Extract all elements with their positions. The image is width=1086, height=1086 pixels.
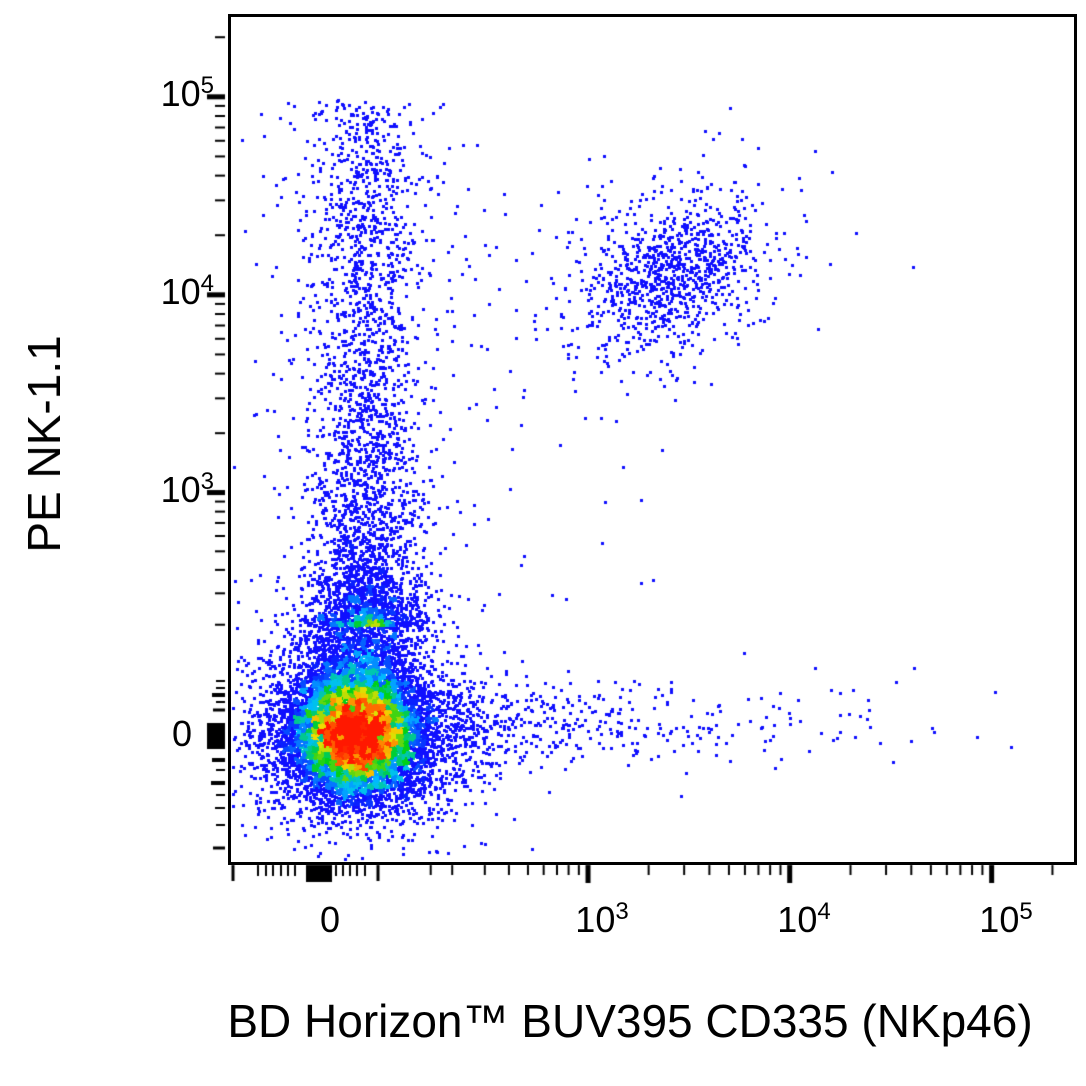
y-tick-label-0: 0	[171, 713, 192, 755]
y-tick-label-1e5: 105	[160, 72, 214, 115]
x-tick-label-0: 0	[319, 899, 341, 940]
x-tick-label-1e5: 105	[979, 898, 1033, 940]
y-tick-label-1e4: 104	[160, 270, 214, 313]
x-tick-label-1e4: 104	[777, 898, 831, 940]
x-axis-title: BD Horizon™ BUV395 CD335 (NKp46)	[227, 995, 1033, 1047]
y-tick-label-1e3: 103	[160, 468, 214, 511]
y-axis-title: PE NK-1.1	[18, 335, 70, 553]
x-tick-label-1e3: 103	[575, 898, 629, 940]
